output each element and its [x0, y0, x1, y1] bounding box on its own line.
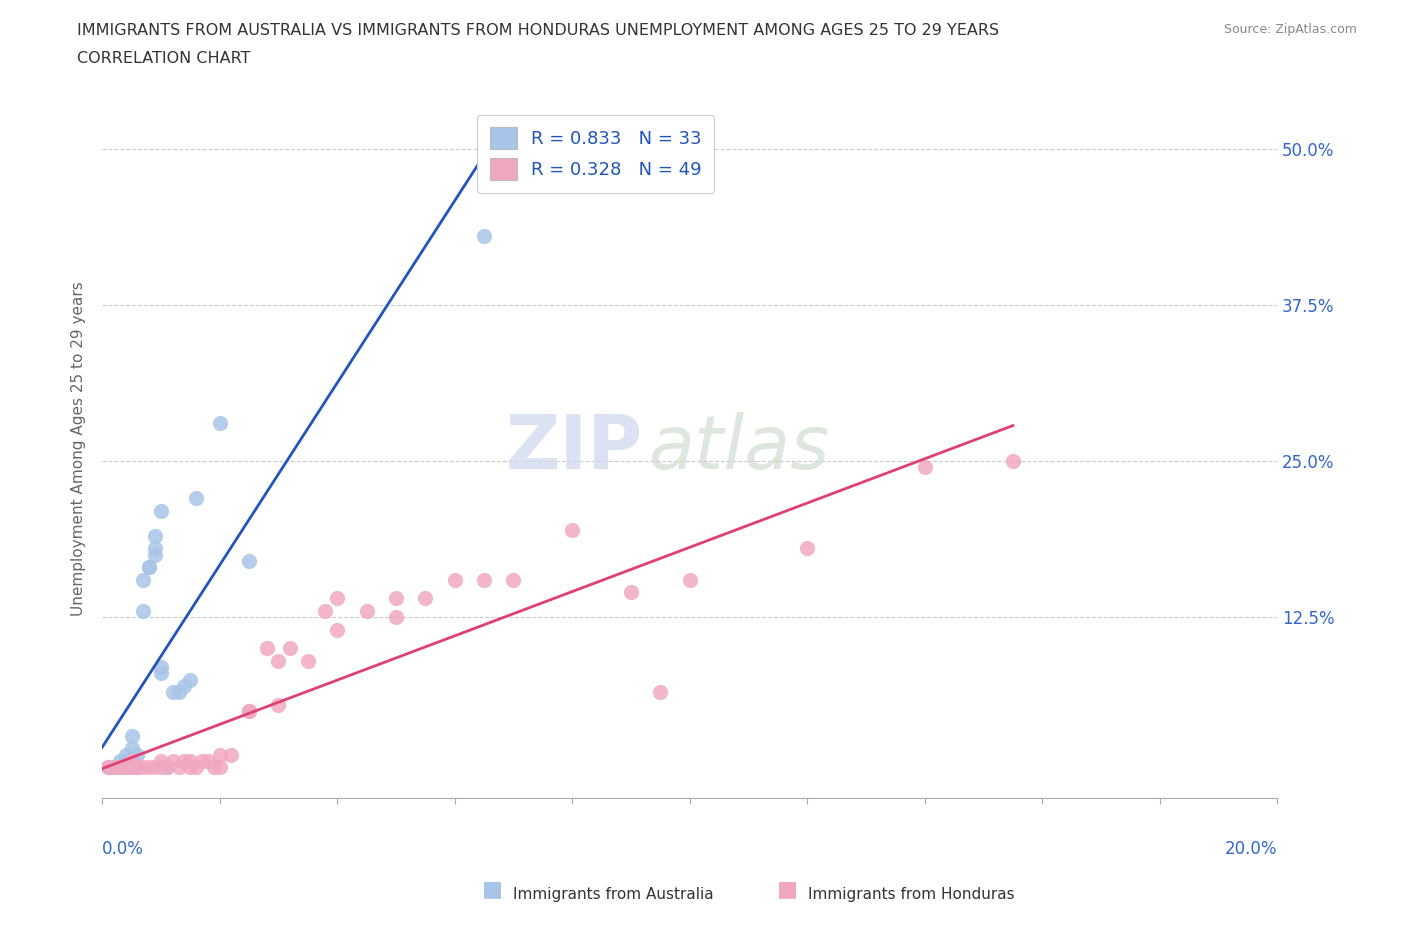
Point [156, 760, 179, 775]
Text: atlas: atlas [648, 413, 830, 485]
Point [127, 747, 149, 762]
Point [314, 604, 336, 618]
Point [297, 654, 319, 669]
Point [149, 753, 172, 768]
Point [127, 760, 149, 775]
Point [650, 684, 672, 699]
Point [132, 572, 155, 587]
Point [191, 753, 214, 768]
Point [149, 503, 172, 518]
Point [443, 572, 465, 587]
Point [179, 672, 201, 687]
Point [326, 622, 349, 637]
Point [326, 591, 349, 605]
Point [127, 760, 149, 775]
Point [97, 760, 120, 775]
Point [197, 753, 219, 768]
Point [356, 604, 378, 618]
Point [108, 753, 131, 768]
Point [238, 703, 260, 718]
Point [502, 572, 524, 587]
Point [179, 753, 201, 768]
Point [143, 541, 166, 556]
Point [114, 747, 136, 762]
Point [173, 753, 195, 768]
Text: 0.0%: 0.0% [103, 840, 143, 858]
Text: ZIP: ZIP [506, 412, 643, 485]
Point [472, 116, 495, 131]
Point [162, 753, 184, 768]
Point [143, 760, 166, 775]
Point [208, 747, 231, 762]
Point [238, 553, 260, 568]
Point [385, 591, 408, 605]
Point [138, 760, 160, 775]
Point [121, 741, 143, 756]
Point [167, 760, 190, 775]
Point [149, 666, 172, 681]
Point [415, 591, 437, 605]
Point [132, 760, 155, 775]
Point [221, 747, 243, 762]
Point [121, 753, 143, 768]
Text: Immigrants from Honduras: Immigrants from Honduras [808, 887, 1015, 902]
Text: ■: ■ [482, 879, 502, 898]
Text: Source: ZipAtlas.com: Source: ZipAtlas.com [1223, 23, 1357, 36]
Point [267, 698, 290, 712]
Point [138, 560, 160, 575]
Point [238, 703, 260, 718]
Point [620, 585, 643, 600]
Point [121, 760, 143, 775]
Point [121, 728, 143, 743]
Point [256, 641, 278, 656]
Point [796, 541, 818, 556]
Point [114, 760, 136, 775]
Point [186, 491, 208, 506]
Point [1001, 454, 1024, 469]
Point [173, 678, 195, 693]
Point [679, 572, 702, 587]
Point [121, 753, 143, 768]
Point [143, 547, 166, 562]
Point [278, 641, 301, 656]
Text: ■: ■ [778, 879, 797, 898]
Legend: R = 0.833   N = 33, R = 0.328   N = 49: R = 0.833 N = 33, R = 0.328 N = 49 [477, 114, 714, 193]
Point [103, 760, 125, 775]
Point [472, 229, 495, 244]
Point [114, 760, 136, 775]
Point [167, 684, 190, 699]
Point [149, 760, 172, 775]
Point [156, 760, 179, 775]
Point [121, 760, 143, 775]
Point [143, 528, 166, 543]
Point [162, 684, 184, 699]
Point [114, 753, 136, 768]
Point [208, 760, 231, 775]
Text: CORRELATION CHART: CORRELATION CHART [77, 51, 250, 66]
Text: Immigrants from Australia: Immigrants from Australia [513, 887, 714, 902]
Text: IMMIGRANTS FROM AUSTRALIA VS IMMIGRANTS FROM HONDURAS UNEMPLOYMENT AMONG AGES 25: IMMIGRANTS FROM AUSTRALIA VS IMMIGRANTS … [77, 23, 1000, 38]
Point [561, 523, 583, 538]
Point [149, 659, 172, 674]
Point [97, 760, 120, 775]
Point [914, 459, 936, 474]
Point [186, 760, 208, 775]
Point [132, 604, 155, 618]
Point [103, 760, 125, 775]
Point [108, 760, 131, 775]
Point [385, 610, 408, 625]
Y-axis label: Unemployment Among Ages 25 to 29 years: Unemployment Among Ages 25 to 29 years [72, 281, 86, 616]
Point [179, 760, 201, 775]
Point [138, 560, 160, 575]
Point [202, 760, 225, 775]
Point [472, 572, 495, 587]
Point [267, 654, 290, 669]
Point [108, 760, 131, 775]
Text: 20.0%: 20.0% [1225, 840, 1277, 858]
Point [208, 416, 231, 431]
